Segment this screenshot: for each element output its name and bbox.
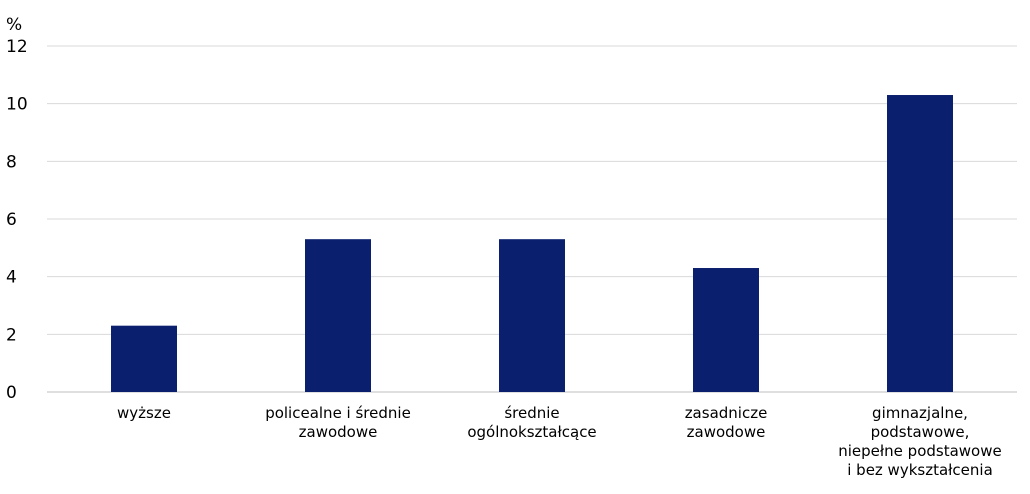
x-category-label-line: ogólnokształcące [467,423,596,441]
x-category-label-line: niepełne podstawowe [838,442,1001,460]
x-category-label-line: wyższe [117,404,171,422]
y-tick-label: 0 [6,383,17,403]
bar [111,325,177,392]
x-category-label-line: średnie [504,404,559,422]
y-tick-label: 2 [6,325,17,345]
x-category-label: gimnazjalne, podstawowe, niepełne podstawo… [838,404,1001,479]
x-category-label-line: policealne i średnie [265,404,411,422]
x-category-label-line: zawodowe [299,423,378,441]
x-category-label-line: zasadnicze [685,404,768,422]
x-axis-category-labels: wyższe policealne i średnie zawodoweśredni… [117,404,1002,479]
x-category-label-line: podstawowe, [871,423,970,441]
x-category-label: policealne i średnie zawodowe [265,404,411,441]
x-category-label: średnie ogólnokształcące [467,404,596,441]
y-axis-unit-label: % [6,15,22,35]
y-tick-label: 8 [6,152,17,172]
x-category-label: zasadnicze zawodowe [685,404,768,441]
y-tick-label: 10 [6,95,28,115]
bar [887,95,953,393]
bar [693,268,759,392]
y-tick-label: 4 [6,268,17,288]
x-category-label: wyższe [117,404,171,422]
x-category-label-line: i bez wykształcenia [847,461,993,479]
y-tick-label: 12 [6,37,28,57]
y-tick-label: 6 [6,210,17,230]
bar [499,239,565,392]
bar [305,239,371,392]
bars [111,95,953,393]
x-category-label-line: gimnazjalne, [872,404,968,422]
x-category-label-line: zawodowe [687,423,766,441]
y-axis-tick-labels: 0 2 4 6 8 10 12 [6,37,28,403]
